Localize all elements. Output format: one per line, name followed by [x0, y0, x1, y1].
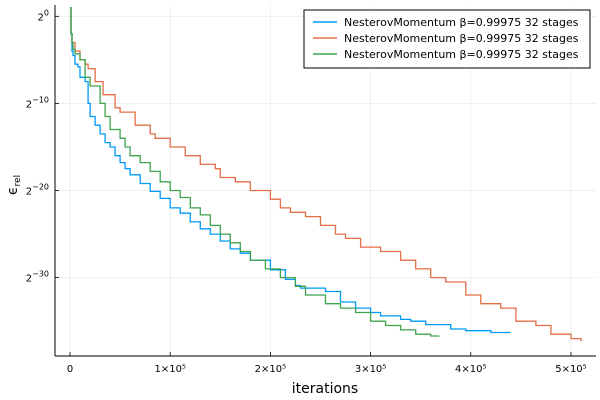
legend-label-3: NesterovMomentum β=0.99975 32 stages	[344, 48, 579, 61]
y-axis-label-main: ϵ	[5, 186, 21, 195]
x-axis-label: iterations	[292, 381, 358, 397]
x-tick-label: 2×10⁵	[255, 364, 286, 375]
axes	[54, 5, 596, 357]
x-tick-label: 0	[67, 364, 73, 375]
y-tick-label: 2−20	[26, 183, 49, 198]
y-tick-label: 2−10	[26, 95, 49, 110]
y-axis-label-subscript: rel	[13, 175, 23, 187]
series-line-2	[70, 6, 582, 342]
series-line-1	[70, 6, 511, 334]
series-line-3	[70, 6, 440, 337]
y-axis-label: ϵrel	[5, 175, 23, 195]
x-tick-label: 1×10⁵	[154, 364, 185, 375]
x-tick-label: 4×10⁵	[455, 364, 486, 375]
legend-label-2: NesterovMomentum β=0.99975 32 stages	[344, 32, 579, 45]
y-tick-label: 20	[38, 8, 49, 23]
legend: NesterovMomentum β=0.99975 32 stages Nest…	[303, 9, 591, 69]
x-tick-label: 5×10⁵	[555, 364, 586, 375]
series-layer	[70, 6, 582, 342]
y-tick-label: 2−30	[26, 270, 49, 285]
legend-box	[303, 9, 591, 69]
ticks: 0 1×10⁵ 2×10⁵ 3×10⁵ 4×10⁵ 5×10⁵ 20 2−10 2−20 2−30	[26, 8, 587, 375]
legend-label-1: NesterovMomentum β=0.99975 32 stages	[344, 16, 579, 29]
x-tick-label: 3×10⁵	[355, 364, 386, 375]
